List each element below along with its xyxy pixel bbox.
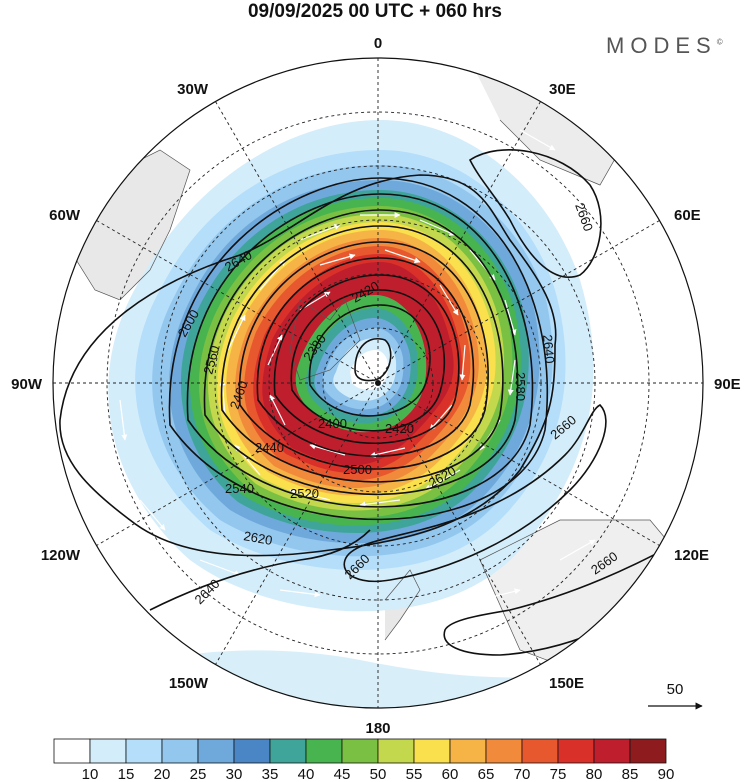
colorbar-swatch [233,738,271,764]
lon-label-60e: 60E [674,207,701,224]
colorbar-label: 65 [478,766,495,782]
contour-label: 2400 [318,416,347,431]
colorbar-swatch [197,738,235,764]
colorbar-swatch [341,738,379,764]
colorbar-swatch [629,738,667,764]
pole-dot [375,380,381,386]
colorbar-label: 20 [154,766,171,782]
contour-label: 2520 [290,486,319,501]
lon-label-30e: 30E [549,81,576,98]
lon-label-30w: 30W [177,81,209,98]
colorbar-label: 45 [334,766,351,782]
colorbar-label: 90 [658,766,675,782]
map-boundary [52,57,704,709]
colorbar: 10 15 20 25 30 35 40 45 50 55 60 65 70 75 80 85 90 [53,738,675,782]
africa-land [470,60,620,185]
lon-label-150w: 150W [169,675,209,692]
colorbar-swatch [377,738,415,764]
contour-label: 2620 [242,528,273,548]
lon-label-120w: 120W [41,547,81,564]
colorbar-label: 75 [550,766,567,782]
colorbar-label: 50 [370,766,387,782]
modes-logo: MODES© [606,33,723,58]
colorbar-swatch [413,738,451,764]
longitude-labels: 0 180 90W 90E 30W 60W 30E 60E 120W 150W … [11,35,741,737]
colorbar-label: 60 [442,766,459,782]
colorbar-label: 40 [298,766,315,782]
contour-label: 2580 [513,372,528,401]
lon-label-90w: 90W [11,376,43,393]
colorbar-label: 70 [514,766,531,782]
colorbar-swatch [125,738,163,764]
colorbar-label: 15 [118,766,135,782]
colorbar-label: 35 [262,766,279,782]
contour-label: 2540 [225,481,254,496]
wind-vectors [99,114,663,643]
colorbar-swatch [449,738,487,764]
contour-label: 2420 [385,421,414,436]
colorbar-swatch [305,738,343,764]
lon-label-180: 180 [365,720,390,737]
colorbar-swatch [557,738,595,764]
reference-vector: 50 [648,681,703,710]
map-title: 09/09/2025 00 UTC + 060 hrs [247,1,503,22]
colorbar-swatch [593,738,631,764]
colorbar-label: 30 [226,766,243,782]
contour-label: 2500 [343,462,372,477]
colorbar-swatch [53,738,91,764]
colorbar-label: 25 [190,766,207,782]
lon-label-60w: 60W [49,207,81,224]
reference-vector-label: 50 [667,681,684,698]
colorbar-label: 85 [622,766,639,782]
lon-label-150e: 150E [549,675,584,692]
lon-label-0: 0 [374,35,382,52]
lon-label-120e: 120E [674,547,709,564]
lon-label-90e: 90E [714,376,741,393]
height-contours [59,149,701,656]
colorbar-swatch [161,738,199,764]
contour-label: 2440 [255,440,284,455]
colorbar-swatch [521,738,559,764]
colorbar-swatch [269,738,307,764]
colorbar-label: 80 [586,766,603,782]
contour-label: 2560 [200,344,222,376]
colorbar-label: 55 [406,766,423,782]
colorbar-swatch [89,738,127,764]
colorbar-label: 10 [82,766,99,782]
colorbar-swatch [485,738,523,764]
contour-label: 2640 [540,334,557,364]
